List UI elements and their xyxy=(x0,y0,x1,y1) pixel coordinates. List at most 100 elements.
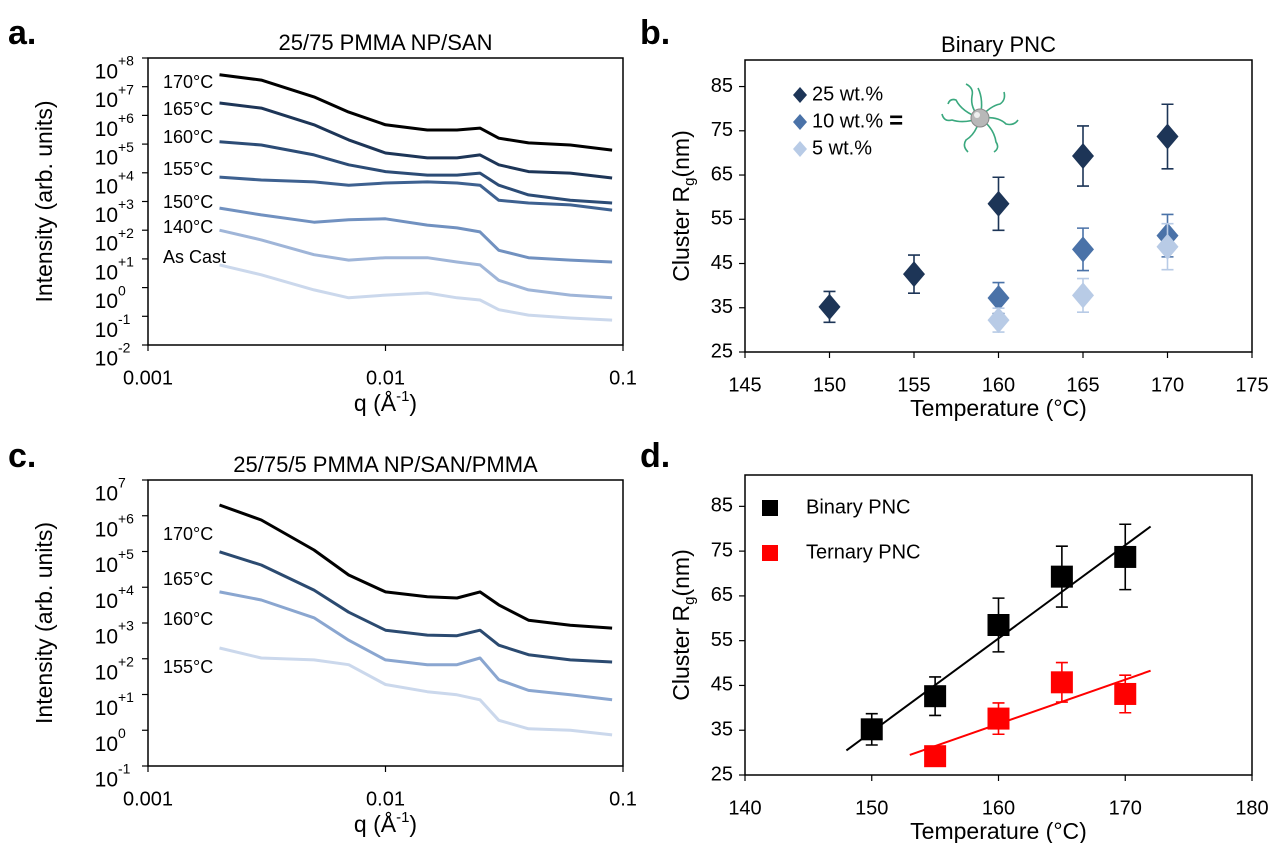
curve-label: 150°C xyxy=(163,192,213,212)
y-tick-label: 10 xyxy=(95,769,118,792)
legend-label: Binary PNC xyxy=(806,496,910,518)
y-tick-power: +5 xyxy=(118,139,134,155)
y-tick-power: +8 xyxy=(118,53,134,69)
y-tick-power: +1 xyxy=(118,254,134,270)
x-axis-label: Temperature (°C) xyxy=(910,395,1087,421)
y-tick-label: 10 xyxy=(95,204,118,227)
legend-label: 25 wt.% xyxy=(812,83,883,105)
curve-label: 170°C xyxy=(163,72,213,92)
y-tick-power: +6 xyxy=(118,110,134,126)
curve xyxy=(219,550,613,664)
x-axis-label-part: ) xyxy=(409,390,417,416)
y-axis-label-part: g xyxy=(681,597,698,605)
marker xyxy=(1156,123,1179,150)
legend-label: 5 wt.% xyxy=(812,137,872,159)
panel-letter: d. xyxy=(640,437,670,475)
marker xyxy=(1114,682,1137,705)
y-tick-power: -1 xyxy=(118,311,131,327)
marker xyxy=(860,718,883,741)
curve xyxy=(219,101,613,180)
y-axis-label-part: g xyxy=(681,178,698,186)
y-tick-label: 55 xyxy=(711,629,733,651)
x-axis-label: q (Å -1) xyxy=(354,809,417,837)
y-tick-label: 35 xyxy=(711,296,733,318)
marker xyxy=(1072,236,1094,263)
y-tick-label: 65 xyxy=(711,584,733,606)
x-axis-label-part: -1 xyxy=(396,388,409,405)
x-tick-label: 150 xyxy=(855,797,888,819)
legend-marker xyxy=(793,114,807,130)
curve-label: 165°C xyxy=(163,569,213,589)
marker xyxy=(924,745,947,768)
x-tick-label: 160 xyxy=(982,797,1015,819)
curve xyxy=(218,503,613,630)
marker xyxy=(987,614,1010,636)
x-axis-label-part: ) xyxy=(409,811,417,837)
marker xyxy=(1050,671,1073,694)
y-tick-label: 10 xyxy=(95,175,118,198)
panel-letter: b. xyxy=(640,14,670,52)
chart-title: 25/75 PMMA NP/SAN xyxy=(279,30,493,55)
x-tick-label: 150 xyxy=(813,374,846,396)
x-axis-label: Temperature (°C) xyxy=(910,818,1087,843)
curve-label: 170°C xyxy=(163,524,213,544)
marker xyxy=(1156,233,1179,260)
y-tick-power: +2 xyxy=(118,225,134,241)
x-axis-label-part: q (Å xyxy=(354,389,397,416)
y-tick-label: 10 xyxy=(95,147,118,170)
marker xyxy=(1114,545,1137,568)
curve-label: 155°C xyxy=(163,159,213,179)
y-tick-power: 0 xyxy=(118,725,126,741)
curve xyxy=(219,228,613,300)
y-axis-label: Cluster Rg (nm) xyxy=(668,130,698,281)
x-tick-label: 160 xyxy=(982,374,1015,396)
marker xyxy=(1050,565,1073,588)
y-tick-power: +6 xyxy=(118,510,134,526)
legend-label: Ternary PNC xyxy=(806,541,920,563)
y-tick-power: +3 xyxy=(118,618,134,634)
y-tick-label: 25 xyxy=(711,763,733,785)
y-tick-label: 10 xyxy=(95,518,118,541)
y-tick-label: 10 xyxy=(95,290,118,313)
curve-label: 160°C xyxy=(163,127,213,147)
y-tick-power: +4 xyxy=(118,168,134,184)
y-tick-power: +1 xyxy=(118,689,134,705)
x-axis-label-part: -1 xyxy=(396,809,409,826)
x-tick-label: 140 xyxy=(728,797,761,819)
y-tick-label: 10 xyxy=(95,554,118,577)
nanoparticle-icon xyxy=(941,83,1019,153)
marker xyxy=(903,261,925,288)
y-tick-label: 10 xyxy=(95,261,118,284)
y-tick-label: 10 xyxy=(95,89,118,112)
y-tick-label: 10 xyxy=(95,590,118,613)
curve-label: 160°C xyxy=(163,609,213,629)
marker xyxy=(987,190,1010,217)
x-tick-label: 0.1 xyxy=(609,367,637,389)
legend-marker xyxy=(762,545,778,561)
marker xyxy=(1072,282,1094,309)
curve-label: As Cast xyxy=(163,247,226,267)
fit-line xyxy=(909,669,1151,756)
y-tick-label: 85 xyxy=(711,495,733,517)
x-tick-label: 180 xyxy=(1235,797,1268,819)
curve xyxy=(219,73,613,152)
y-tick-label: 10 xyxy=(95,697,118,720)
y-tick-label: 55 xyxy=(711,208,733,230)
y-tick-power: +3 xyxy=(118,196,134,212)
y-tick-label: 10 xyxy=(95,483,118,506)
marker xyxy=(987,707,1010,730)
y-tick-label: 10 xyxy=(95,61,118,84)
panel-letter: a. xyxy=(8,14,36,52)
y-tick-label: 75 xyxy=(711,539,733,561)
x-tick-label: 175 xyxy=(1235,374,1268,396)
y-tick-label: 10 xyxy=(95,626,118,649)
y-axis-label-part: (nm) xyxy=(668,549,694,596)
y-tick-label: 45 xyxy=(711,674,733,696)
curve-label: 165°C xyxy=(163,99,213,119)
y-tick-label: 10 xyxy=(95,733,118,756)
marker xyxy=(818,293,841,320)
panel-letter: c. xyxy=(8,437,36,475)
x-tick-label: 145 xyxy=(728,374,761,396)
y-tick-power: -1 xyxy=(118,761,131,777)
